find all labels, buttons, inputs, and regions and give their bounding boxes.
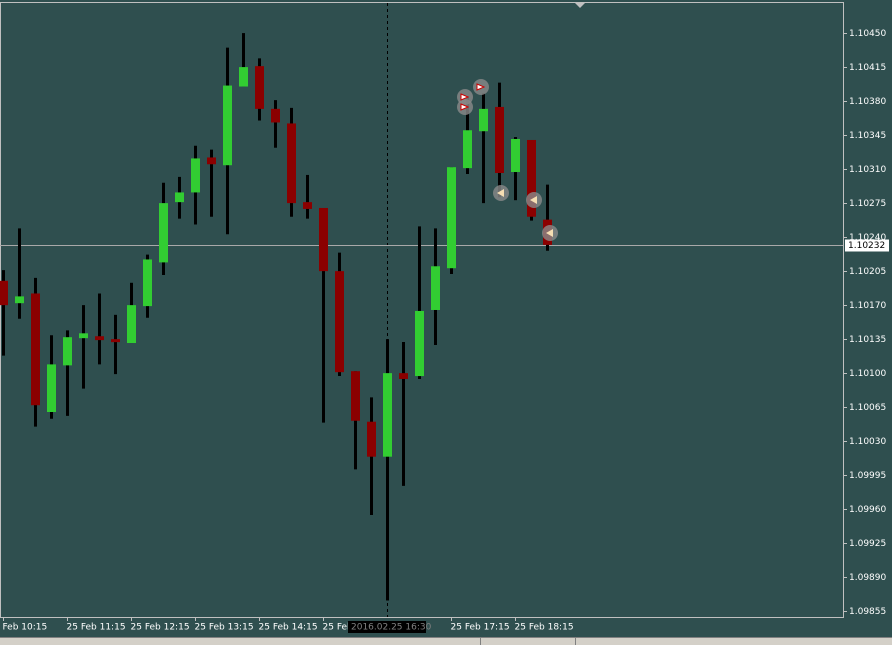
candle-body (95, 336, 104, 341)
signal-arrow (460, 103, 470, 111)
candle-body (447, 167, 456, 269)
candle-body (463, 130, 472, 169)
candle-body (527, 139, 536, 217)
y-tick-label: 1.09960 (849, 505, 886, 515)
candle-body (63, 337, 72, 366)
candle-body (479, 108, 488, 132)
candle-body (159, 203, 168, 263)
candle-body (223, 85, 232, 166)
candle-body (319, 207, 328, 272)
y-tick-label: 1.09995 (849, 471, 886, 481)
crosshair-label-box (348, 621, 426, 633)
y-tick-label: 1.10275 (849, 199, 886, 209)
candle-body (287, 123, 296, 204)
signal-arrow (460, 93, 470, 101)
y-tick-label: 1.10030 (849, 437, 886, 447)
y-tick-label: 1.10065 (849, 403, 886, 413)
candle-body (15, 296, 24, 304)
y-tick-label: 1.10205 (849, 267, 886, 277)
x-tick-label: 25 Feb 17:15 (451, 623, 510, 633)
candle-body (431, 266, 440, 310)
x-tick-label: 25 Feb 13:15 (195, 623, 254, 633)
plot-border (0, 2, 844, 618)
candle-body (271, 108, 280, 123)
candle-body (31, 293, 40, 406)
y-tick-label: 1.10415 (849, 63, 886, 73)
last-price-box (845, 239, 889, 252)
signal-arrow (497, 189, 504, 197)
signal-arrow (530, 196, 537, 204)
y-tick-label: 1.10380 (849, 97, 886, 107)
candle-body (255, 66, 264, 109)
y-tick-label: 1.10135 (849, 335, 886, 345)
x-tick-label: 25 Feb 11:15 (67, 623, 126, 633)
y-tick-label: 1.10310 (849, 165, 886, 175)
shift-marker (575, 3, 585, 8)
crosshair-label: 2016.02.25 16:30 (351, 623, 432, 633)
candle-body (143, 259, 152, 307)
candle-body (511, 138, 520, 173)
y-tick-label: 1.10100 (849, 369, 886, 379)
y-tick-label: 1.10240 (849, 233, 886, 243)
y-tick-label: 1.10450 (849, 29, 886, 39)
x-tick-label: 25 Feb 14:15 (259, 623, 318, 633)
candle-body (175, 192, 184, 203)
candle-body (351, 371, 360, 421)
candle-body (47, 364, 56, 412)
candle-body (383, 373, 392, 457)
tab-strip (0, 637, 892, 645)
x-tick-label: Feb 10:15 (3, 623, 48, 633)
y-tick-label: 1.09925 (849, 539, 886, 549)
candle-body (0, 280, 8, 306)
last-price-label: 1.10232 (848, 241, 885, 251)
signal-arrow (546, 229, 553, 237)
candle-body (111, 339, 120, 343)
candle-body (399, 373, 408, 379)
candle-body (127, 305, 136, 344)
candle-body (495, 106, 504, 173)
candle-body (415, 310, 424, 377)
candle-body (335, 271, 344, 373)
signal-arrow (476, 83, 486, 91)
candle-body (79, 333, 88, 339)
candle-body (207, 157, 216, 165)
marks (0, 33, 552, 601)
x-tick-label: 25 Feb 18:15 (515, 623, 574, 633)
y-tick-label: 1.09855 (849, 607, 886, 617)
candle-body (239, 67, 248, 87)
candle-body (303, 202, 312, 209)
y-tick-label: 1.09890 (849, 573, 886, 583)
signal-markers (457, 79, 558, 241)
candle-body (191, 158, 200, 193)
x-tick-label: 25 Feb 12:15 (131, 623, 190, 633)
candle-body (367, 421, 376, 457)
y-tick-label: 1.10170 (849, 301, 886, 311)
y-tick-label: 1.10345 (849, 131, 886, 141)
